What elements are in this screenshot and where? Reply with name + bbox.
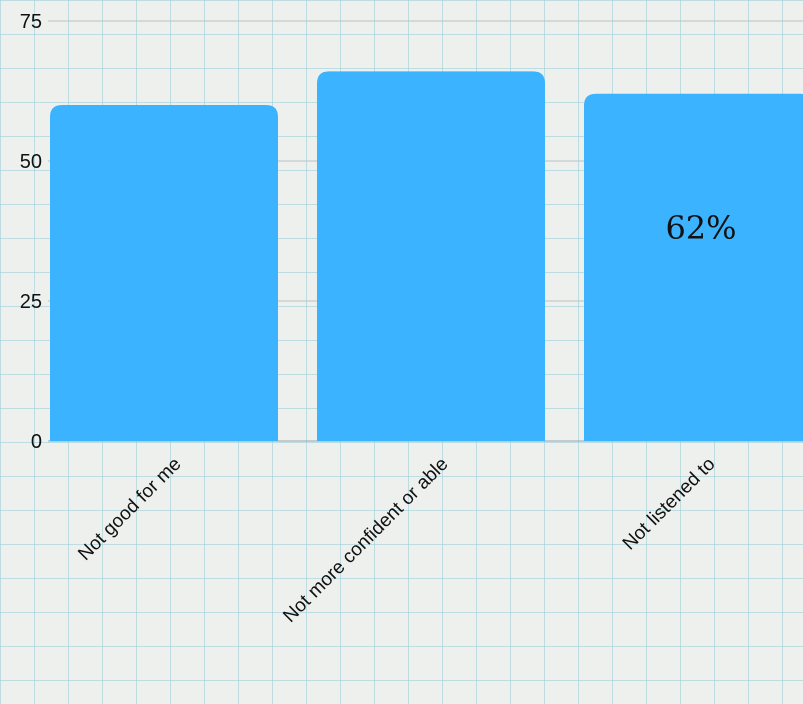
y-tick-label: 75	[20, 11, 42, 33]
data-label: 62%	[665, 209, 736, 247]
y-tick-label: 0	[31, 431, 42, 453]
bar-3	[584, 93, 803, 441]
x-tick-label: Not good for me	[74, 454, 185, 565]
y-tick-label: 50	[20, 151, 42, 173]
data-labels: 62%	[665, 209, 736, 247]
x-tick-label: Not listened to	[619, 454, 720, 555]
bar-2	[317, 71, 545, 442]
bars	[50, 71, 803, 442]
bar-1	[50, 105, 278, 441]
x-axis-labels: Not good for me Not more confident or abl…	[74, 454, 719, 627]
x-tick-label: Not more confident or able	[279, 454, 452, 627]
y-tick-label: 25	[20, 291, 42, 313]
y-axis-ticks: 0 25 50 75	[20, 11, 42, 453]
